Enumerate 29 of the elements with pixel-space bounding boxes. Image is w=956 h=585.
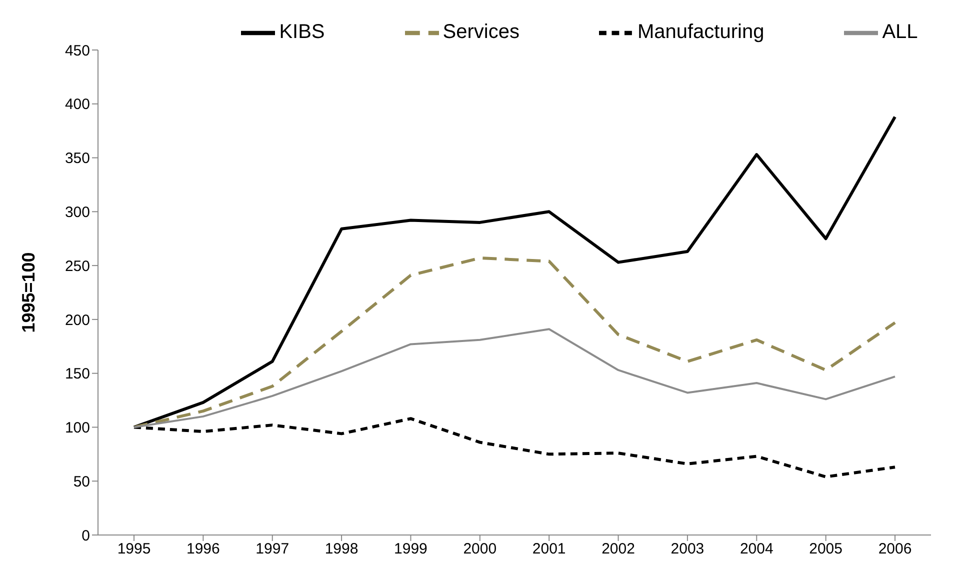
x-tick-label: 2002 [602,540,635,558]
y-tick-label: 300 [64,204,90,221]
y-tick-label: 50 [73,473,90,490]
x-tick-label: 2001 [532,540,566,558]
y-tick-label: 250 [64,258,90,275]
y-tick-label: 150 [64,366,90,383]
x-tick-label: 1999 [394,540,428,558]
legend-label: Services [442,21,520,44]
x-tick-label: 1995 [117,540,151,558]
line-series [132,256,896,429]
y-tick-label: 350 [64,150,90,168]
y-axis-title: 1995=100 [18,252,38,333]
y-tick-label: 400 [64,96,90,114]
y-tick-label: 450 [64,42,90,60]
x-tick-label: 2005 [809,540,843,558]
y-tick-label: 0 [82,527,90,544]
x-tick-label: 1997 [256,540,290,558]
x-tick-label: 2004 [740,540,774,558]
legend-label: KIBS [279,21,325,44]
x-tick-label: 1998 [324,540,358,558]
y-tick-label: 100 [64,420,90,437]
x-tick-label: 2003 [670,540,704,558]
x-tick-label: 1996 [186,540,220,558]
x-tick-label: 2000 [463,540,497,558]
legend-label: ALL [882,21,918,44]
x-tick-label: 2006 [878,540,912,558]
legend-label: Manufacturing [637,21,764,44]
y-tick-label: 200 [64,312,90,329]
line-series [133,328,896,428]
